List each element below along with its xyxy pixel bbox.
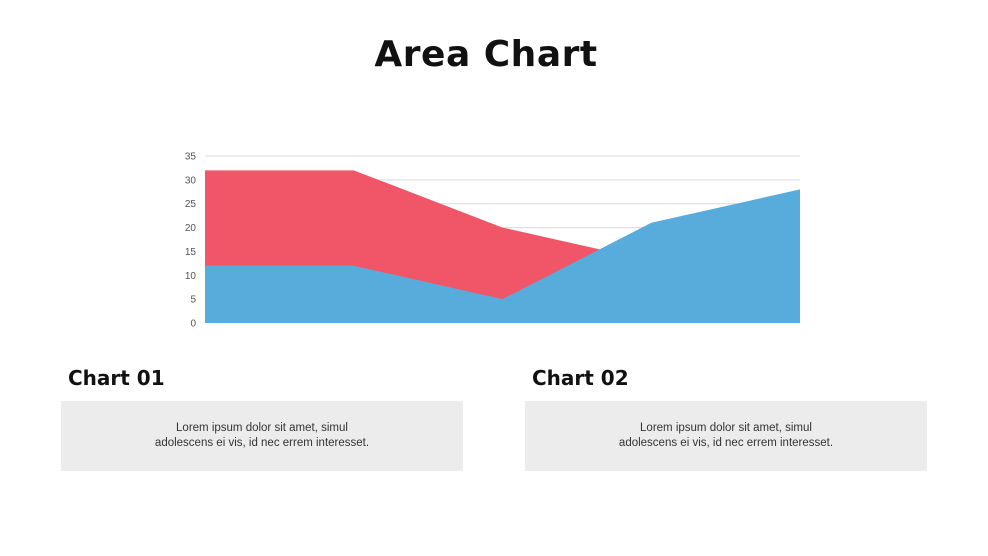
text-box-line: Lorem ipsum dolor sit amet, simul [640,422,812,434]
text-box-chart-02: Lorem ipsum dolor sit amet, simul adoles… [525,401,927,471]
text-box-line: Lorem ipsum dolor sit amet, simul [176,422,348,434]
text-box-line: adolescens ei vis, id nec errem interess… [154,437,370,449]
y-tick-label: 5 [190,295,196,306]
y-tick-label: 10 [185,271,197,282]
y-tick-label: 0 [190,319,196,330]
y-tick-label: 15 [185,247,197,258]
page-title: Area Chart [374,34,598,75]
y-tick-label: 20 [185,223,197,234]
y-tick-label: 25 [185,199,197,210]
area-series-2 [205,189,800,323]
y-tick-label: 30 [185,175,197,186]
y-tick-label: 35 [185,152,197,163]
section-heading-chart-01: Chart 01 [68,366,165,390]
area-chart: 0 5 10 15 20 25 30 35 [185,152,800,330]
section-heading-chart-02: Chart 02 [532,366,629,390]
text-box-chart-01: Lorem ipsum dolor sit amet, simul adoles… [61,401,463,471]
text-box-line: adolescens ei vis, id nec errem interess… [618,437,834,449]
